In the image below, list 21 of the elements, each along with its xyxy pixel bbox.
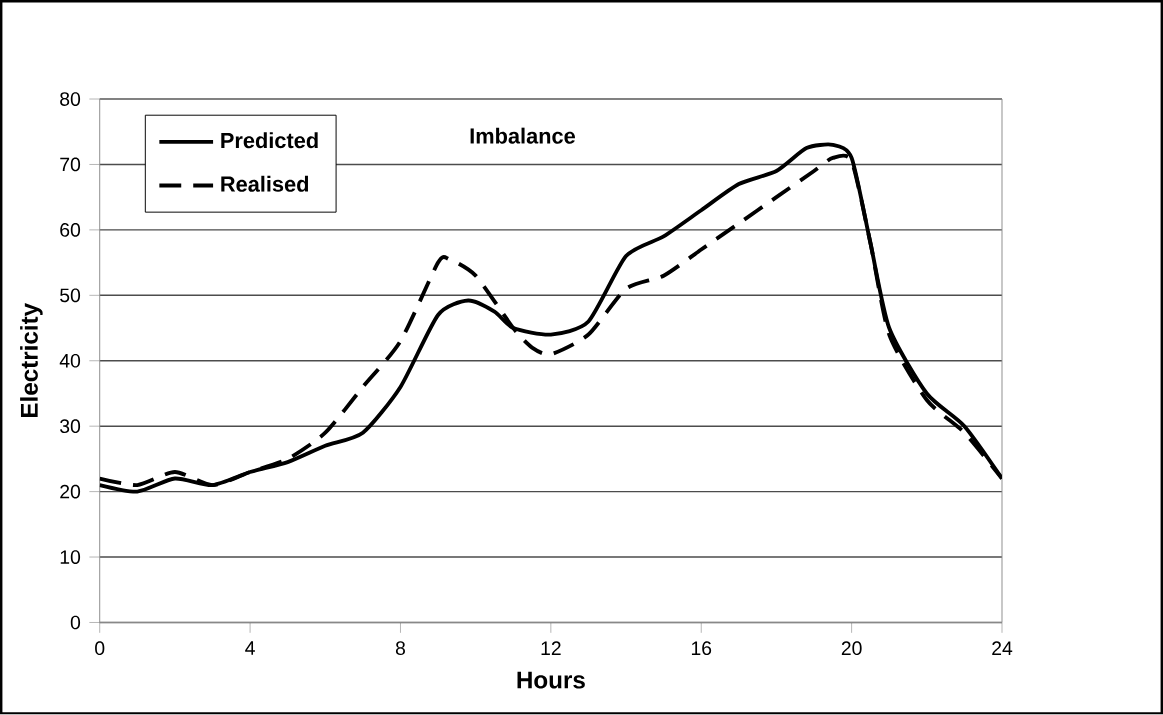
x-tick-label: 16 bbox=[691, 641, 712, 656]
x-tick-label: 4 bbox=[245, 641, 255, 655]
y-axis-title: Electricity bbox=[20, 303, 43, 418]
legend-label: Realised bbox=[221, 175, 309, 192]
y-tick-label: 80 bbox=[60, 92, 81, 107]
y-tick-label: 70 bbox=[60, 157, 81, 172]
y-tick-label: 10 bbox=[60, 550, 81, 565]
x-tick-label: 0 bbox=[95, 641, 105, 656]
x-tick-label: 20 bbox=[841, 641, 862, 656]
y-tick-label: 20 bbox=[60, 484, 81, 499]
x-tick-label: 24 bbox=[992, 641, 1013, 656]
y-tick-label: 60 bbox=[60, 223, 81, 237]
x-axis-title: Hours bbox=[517, 671, 585, 689]
x-tick-label: 12 bbox=[541, 641, 561, 656]
y-tick-label: 0 bbox=[70, 615, 81, 630]
x-tick-label: 8 bbox=[395, 641, 405, 656]
y-tick-label: 50 bbox=[60, 288, 81, 303]
y-tick-label: 30 bbox=[60, 419, 81, 434]
legend-label: Predicted bbox=[221, 132, 318, 149]
annotation: Imbalance bbox=[470, 127, 576, 144]
y-tick-label: 40 bbox=[59, 354, 81, 368]
